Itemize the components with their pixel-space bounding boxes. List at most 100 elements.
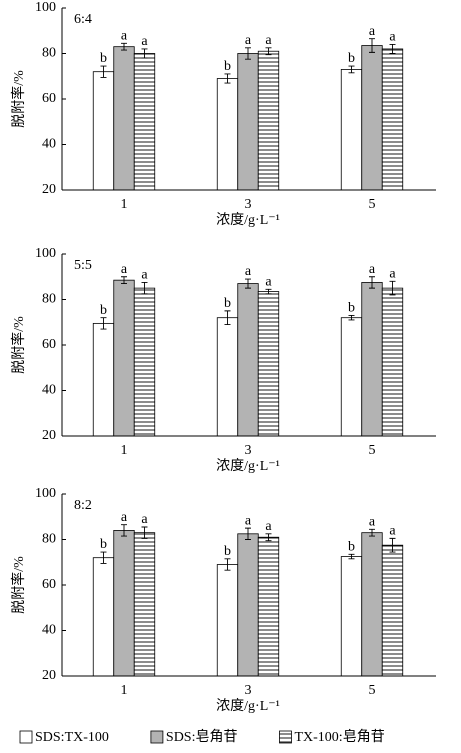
x-tick-label: 5 (369, 197, 376, 212)
panel-label: 6:4 (74, 12, 92, 27)
x-axis-label: 浓度/g·L⁻¹ (216, 458, 280, 474)
bar (216, 564, 239, 677)
panel-label: 8:2 (74, 498, 92, 513)
y-tick-label: 60 (42, 91, 56, 106)
bar (92, 322, 115, 437)
x-tick-label: 1 (121, 443, 128, 458)
error-bar (121, 42, 127, 51)
panel-label: 5:5 (74, 258, 92, 273)
bar (257, 50, 280, 191)
error-bar (224, 73, 231, 84)
significance-letter: b (348, 301, 355, 316)
y-tick-label: 80 (42, 292, 56, 307)
significance-letter: b (348, 540, 355, 555)
x-tick-label: 1 (121, 197, 128, 212)
y-tick-label: 80 (42, 532, 56, 547)
y-tick-label: 40 (42, 137, 56, 152)
bar (133, 53, 156, 191)
x-axis-label: 浓度/g·L⁻¹ (216, 212, 280, 228)
error-bar (245, 278, 251, 289)
bar (113, 46, 135, 191)
legend-label: TX-100:皂角苷 (294, 729, 384, 745)
bar (237, 53, 259, 191)
significance-letter: a (369, 514, 376, 529)
y-tick-label: 40 (42, 623, 56, 638)
significance-letter: a (369, 262, 376, 277)
error-bar (100, 551, 107, 564)
x-tick-label: 5 (369, 443, 376, 458)
y-tick-label: 40 (42, 383, 56, 398)
y-tick-label: 20 (42, 668, 56, 683)
bar (361, 45, 383, 191)
significance-letter: a (245, 513, 252, 528)
legend-label: SDS:皂角苷 (166, 729, 238, 745)
error-bar (245, 47, 251, 60)
significance-letter: a (121, 510, 128, 525)
significance-letter: b (100, 537, 107, 552)
bar (361, 532, 383, 677)
y-axis-label: 脱附率/% (10, 70, 27, 128)
significance-letter: b (100, 51, 107, 66)
y-tick-label: 80 (42, 46, 56, 61)
significance-letter: a (141, 268, 148, 283)
error-bar (141, 526, 148, 539)
error-bar (389, 43, 396, 54)
x-tick-label: 1 (121, 683, 128, 698)
y-tick-label: 100 (35, 486, 56, 501)
bar (381, 287, 404, 437)
significance-letter: b (100, 303, 107, 318)
bar (237, 533, 259, 677)
bar (257, 536, 280, 677)
bar (340, 556, 363, 677)
significance-letter: a (389, 267, 396, 282)
y-tick-label: 60 (42, 577, 56, 592)
bar (113, 530, 135, 677)
y-tick-label: 60 (42, 337, 56, 352)
error-bar (245, 527, 251, 540)
x-tick-label: 3 (245, 683, 252, 698)
bar (257, 291, 280, 437)
significance-letter: a (245, 264, 252, 279)
error-bar (348, 553, 355, 560)
bar (216, 78, 239, 191)
error-bar (265, 288, 272, 295)
significance-letter: b (224, 59, 231, 74)
legend-label: SDS:TX-100 (35, 730, 109, 745)
error-bar (389, 280, 396, 296)
error-bar (348, 314, 355, 321)
error-bar (141, 281, 148, 295)
error-bar (389, 537, 396, 553)
y-tick-label: 100 (35, 0, 56, 15)
error-bar (224, 310, 231, 325)
significance-letter: a (121, 262, 128, 277)
y-tick-label: 20 (42, 428, 56, 443)
x-axis-label: 浓度/g·L⁻¹ (216, 698, 280, 714)
x-tick-label: 3 (245, 443, 252, 458)
error-bar (121, 276, 127, 285)
error-bar (121, 524, 127, 537)
significance-letter: a (389, 524, 396, 539)
significance-letter: a (265, 519, 272, 534)
y-axis-label: 脱附率/% (10, 316, 27, 374)
legend-swatch (279, 730, 292, 744)
bar (216, 317, 239, 437)
bar (340, 69, 363, 191)
bar (92, 71, 115, 191)
error-bar (224, 558, 231, 571)
error-bar (369, 528, 375, 537)
y-axis-label: 脱附率/% (10, 556, 27, 614)
error-bar (369, 38, 375, 53)
y-tick-label: 100 (35, 246, 56, 261)
bar (113, 279, 135, 437)
significance-letter: a (245, 33, 252, 48)
error-bar (265, 533, 272, 542)
legend-swatch (150, 730, 164, 744)
bar (340, 317, 363, 437)
significance-letter: a (121, 28, 128, 43)
bar (361, 282, 383, 437)
significance-letter: b (348, 51, 355, 66)
significance-letter: b (224, 544, 231, 559)
error-bar (100, 317, 107, 330)
